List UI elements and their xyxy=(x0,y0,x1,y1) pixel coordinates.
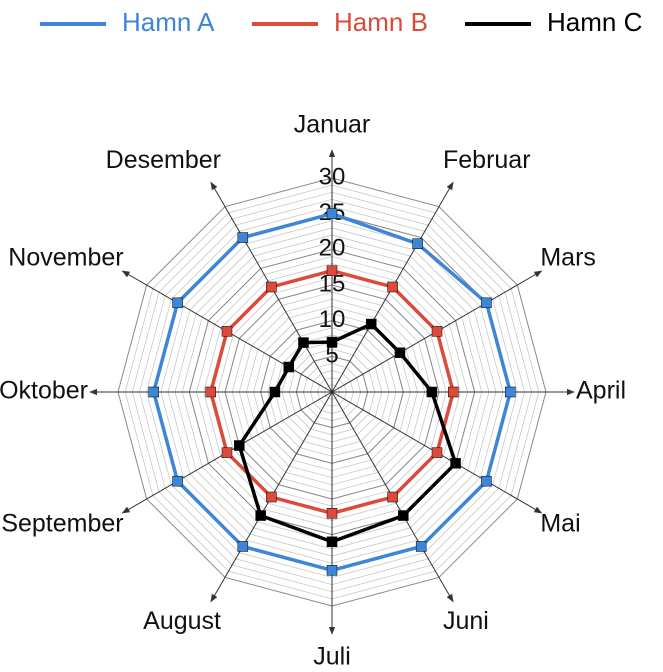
marker xyxy=(431,326,443,337)
marker xyxy=(326,208,338,219)
category-label: Desember xyxy=(106,146,221,174)
marker xyxy=(266,281,277,293)
marker xyxy=(326,536,338,548)
marker xyxy=(431,447,443,458)
marker xyxy=(172,475,183,487)
marker xyxy=(148,386,159,398)
marker xyxy=(269,386,281,398)
marker xyxy=(266,491,277,503)
marker xyxy=(237,232,249,243)
marker xyxy=(365,318,377,330)
marker xyxy=(237,541,249,552)
marker xyxy=(448,386,459,398)
tick-label: 10 xyxy=(319,306,346,333)
category-label: Februar xyxy=(443,146,531,174)
marker xyxy=(283,361,295,373)
marker xyxy=(398,510,409,521)
category-label: Januar xyxy=(294,111,370,139)
marker xyxy=(450,458,461,469)
tick-label: 20 xyxy=(319,235,346,262)
category-label: September xyxy=(1,510,123,538)
tick-label: 30 xyxy=(319,163,346,190)
marker xyxy=(221,447,233,458)
marker xyxy=(326,508,338,519)
marker xyxy=(298,337,309,348)
tick-label: 5 xyxy=(325,342,338,369)
marker xyxy=(481,475,492,487)
category-label: April xyxy=(576,377,626,405)
category-label: August xyxy=(143,607,221,635)
marker xyxy=(412,238,423,249)
legend-label: Hamn B xyxy=(334,7,428,37)
marker xyxy=(234,440,245,451)
legend-label: Hamn A xyxy=(122,7,215,37)
legend-label: Hamn C xyxy=(547,7,642,37)
marker xyxy=(205,386,216,398)
marker xyxy=(326,565,338,576)
marker xyxy=(481,297,492,309)
marker xyxy=(326,336,338,348)
marker xyxy=(326,265,338,276)
marker xyxy=(394,347,406,359)
category-label: Juni xyxy=(443,607,489,635)
category-label: November xyxy=(8,244,123,272)
category-label: Mai xyxy=(540,510,580,538)
marker xyxy=(415,541,427,552)
marker xyxy=(426,386,438,398)
marker xyxy=(255,510,266,521)
marker xyxy=(172,297,183,309)
marker xyxy=(505,386,516,398)
marker xyxy=(387,491,398,503)
marker xyxy=(387,281,398,293)
category-label: Oktober xyxy=(0,377,88,405)
category-label: Juli xyxy=(313,643,351,671)
category-label: Mars xyxy=(540,244,596,272)
marker xyxy=(221,326,233,337)
